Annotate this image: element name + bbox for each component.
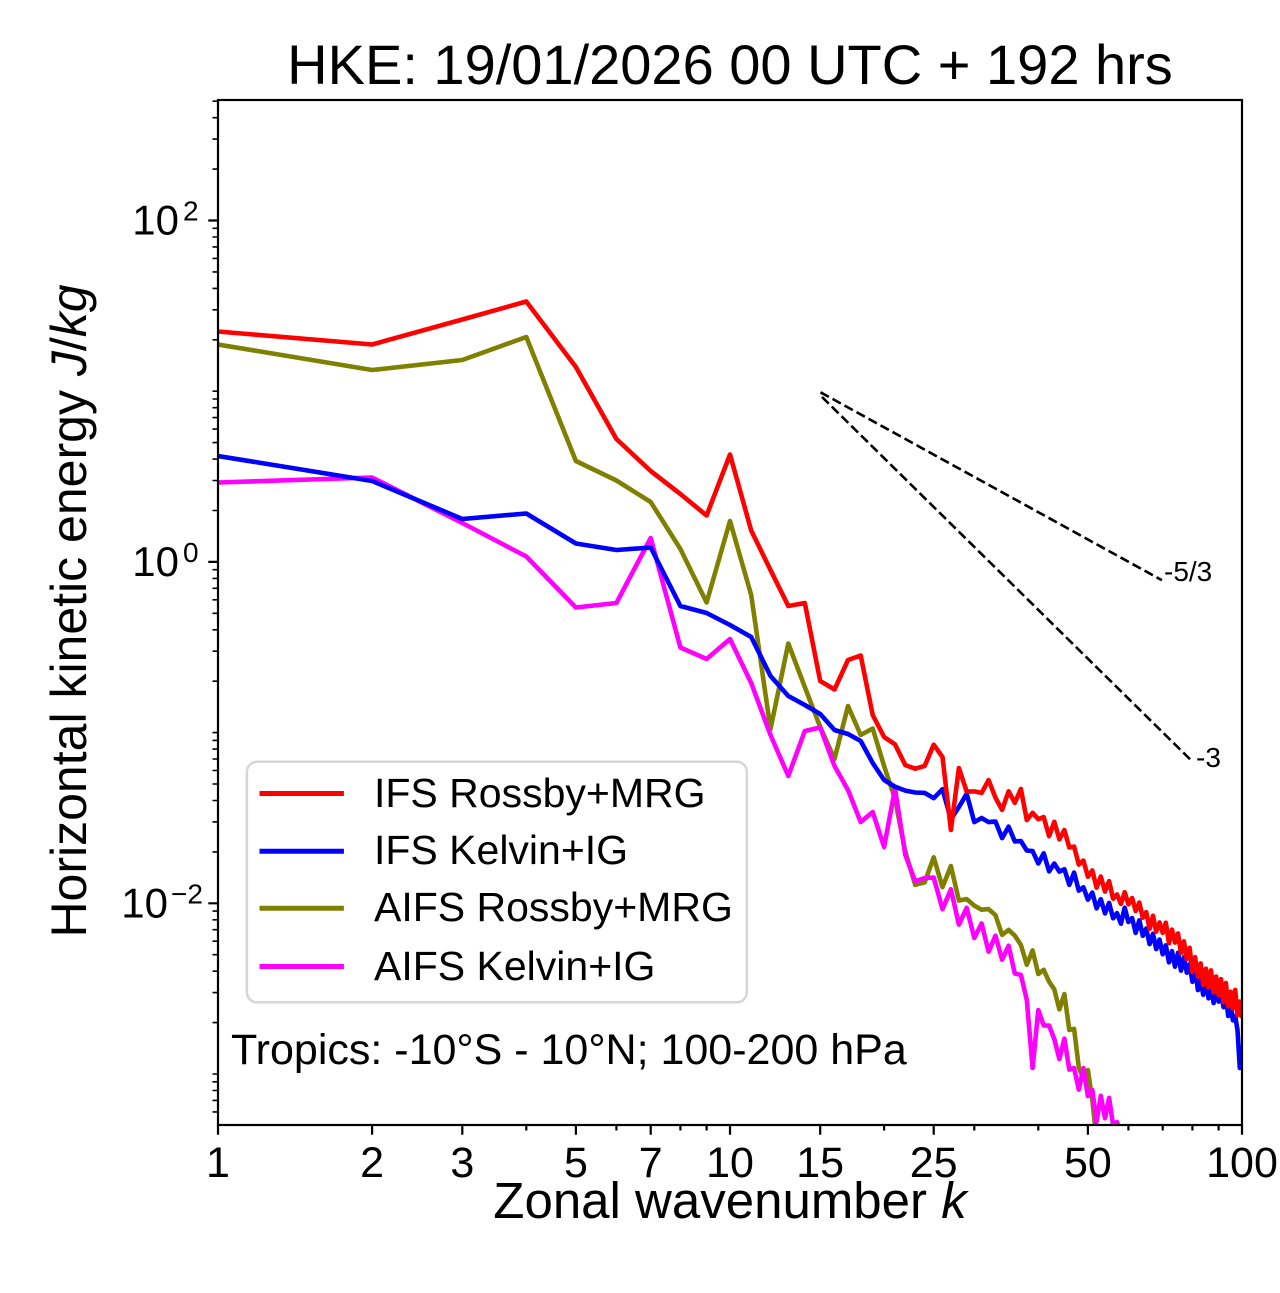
svg-text:IFS Kelvin+IG: IFS Kelvin+IG xyxy=(374,827,628,873)
svg-text:3: 3 xyxy=(450,1139,474,1187)
svg-text:HKE: 19/01/2026 00 UTC + 192 h: HKE: 19/01/2026 00 UTC + 192 hrs xyxy=(287,33,1173,96)
svg-text:100: 100 xyxy=(1206,1139,1278,1187)
svg-text:2: 2 xyxy=(360,1139,384,1187)
svg-text:−2: −2 xyxy=(171,879,203,910)
svg-text:10: 10 xyxy=(706,1139,754,1187)
svg-text:50: 50 xyxy=(1064,1139,1112,1187)
svg-text:-3: -3 xyxy=(1196,742,1221,773)
svg-text:Horizontal kinetic energy J/kg: Horizontal kinetic energy J/kg xyxy=(41,284,97,937)
svg-text:10: 10 xyxy=(132,538,179,585)
svg-text:Zonal wavenumber k: Zonal wavenumber k xyxy=(493,1172,969,1229)
svg-text:5: 5 xyxy=(564,1139,588,1187)
svg-text:10: 10 xyxy=(121,880,168,927)
svg-text:-5/3: -5/3 xyxy=(1164,556,1212,587)
svg-text:1: 1 xyxy=(206,1139,230,1187)
svg-text:25: 25 xyxy=(910,1139,958,1187)
svg-text:Tropics: -10°S - 10°N; 100-200: Tropics: -10°S - 10°N; 100-200 hPa xyxy=(231,1026,907,1074)
svg-text:10: 10 xyxy=(132,197,179,244)
svg-text:7: 7 xyxy=(639,1139,663,1187)
svg-text:AIFS Kelvin+IG: AIFS Kelvin+IG xyxy=(374,943,655,989)
svg-text:0: 0 xyxy=(183,537,199,568)
svg-text:15: 15 xyxy=(796,1139,844,1187)
svg-text:2: 2 xyxy=(183,196,199,227)
svg-text:AIFS Rossby+MRG: AIFS Rossby+MRG xyxy=(374,884,733,930)
svg-text:IFS Rossby+MRG: IFS Rossby+MRG xyxy=(374,770,705,816)
